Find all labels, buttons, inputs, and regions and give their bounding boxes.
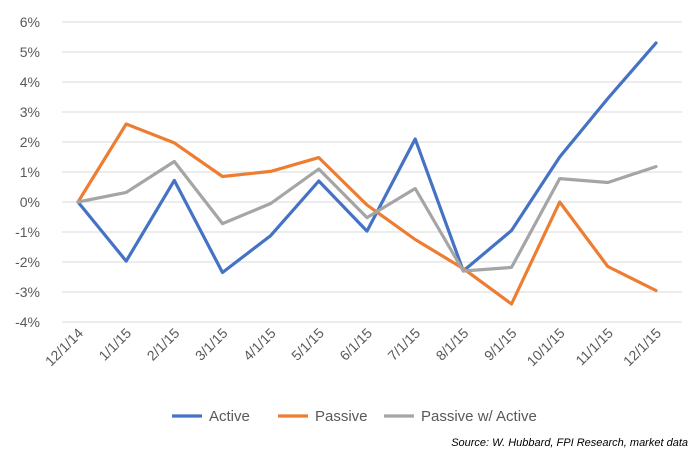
series-line-0: [76, 41, 658, 275]
x-tick-label: 8/1/15: [433, 325, 472, 364]
x-tick-label: 12/1/14: [42, 325, 86, 369]
x-axis-ticks: 12/1/14 1/1/15 2/1/15 3/1/15 4/1/15 5/1/15 6/1…: [42, 325, 664, 369]
x-tick-label: 7/1/15: [384, 325, 423, 364]
series-lines: [76, 41, 658, 306]
x-tick-label: 12/1/15: [620, 325, 664, 369]
y-tick-label: -4%: [15, 314, 40, 330]
y-tick-label: 0%: [20, 194, 40, 210]
x-tick-label: 11/1/15: [572, 325, 616, 369]
y-tick-label: 3%: [20, 104, 40, 120]
y-tick-label: 2%: [20, 134, 40, 150]
x-tick-label: 1/1/15: [95, 325, 134, 364]
y-tick-label: -1%: [15, 224, 40, 240]
legend-label: Passive w/ Active: [421, 408, 537, 425]
gridlines: [62, 21, 682, 323]
y-tick-label: 6%: [20, 14, 40, 30]
legend-label: Active: [209, 408, 250, 425]
x-tick-label: 5/1/15: [288, 325, 327, 364]
x-tick-label: 9/1/15: [481, 325, 520, 364]
x-tick-label: 2/1/15: [144, 325, 183, 364]
y-axis-ticks: 6% 5% 4% 3% 2% 1% 0% -1% -2% -3% -4%: [15, 14, 40, 330]
x-tick-label: 3/1/15: [192, 325, 231, 364]
x-tick-label: 10/1/15: [523, 325, 567, 369]
source-note: Source: W. Hubbard, FPI Research, market…: [451, 437, 688, 449]
y-tick-label: 4%: [20, 74, 40, 90]
x-tick-label: 4/1/15: [240, 325, 279, 364]
legend: Active Passive Passive w/ Active: [172, 408, 537, 425]
y-tick-label: 5%: [20, 44, 40, 60]
y-tick-label: -3%: [15, 284, 40, 300]
series-line-1: [76, 122, 658, 306]
legend-label: Passive: [315, 408, 368, 425]
y-tick-label: 1%: [20, 164, 40, 180]
x-tick-label: 6/1/15: [336, 325, 375, 364]
y-tick-label: -2%: [15, 254, 40, 270]
